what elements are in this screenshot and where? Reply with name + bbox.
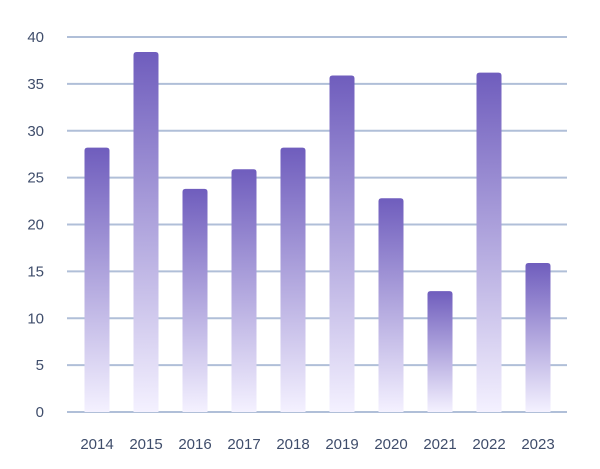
y-tick-label-5: 5: [36, 357, 44, 374]
x-tick-label-2017: 2017: [227, 436, 260, 453]
x-tick-label-2014: 2014: [80, 436, 113, 453]
bar-2015: [133, 52, 159, 412]
x-tick-label-2022: 2022: [472, 436, 505, 453]
bar-2023: [525, 262, 551, 412]
x-axis-tick-labels: 2014 2015 2016 2017 2018 2019 2020 2021 2022 2023: [80, 436, 554, 453]
x-tick-label-2019: 2019: [325, 436, 358, 453]
x-tick-label-2018: 2018: [276, 436, 309, 453]
bars: [84, 52, 551, 412]
y-tick-label-30: 30: [27, 123, 44, 140]
y-tick-label-0: 0: [36, 404, 44, 421]
y-tick-label-15: 15: [27, 263, 44, 280]
bar-2020: [378, 198, 404, 412]
x-tick-label-2020: 2020: [374, 436, 407, 453]
bar-2017: [231, 169, 257, 412]
x-tick-label-2023: 2023: [521, 436, 554, 453]
y-tick-label-35: 35: [27, 76, 44, 93]
y-tick-label-10: 10: [27, 310, 44, 327]
x-tick-label-2015: 2015: [129, 436, 162, 453]
x-tick-label-2021: 2021: [423, 436, 456, 453]
y-tick-label-40: 40: [27, 29, 44, 46]
y-tick-label-20: 20: [27, 217, 44, 234]
bar-2022: [476, 72, 502, 412]
bar-2016: [182, 188, 208, 412]
bar-2018: [280, 147, 306, 412]
bar-2014: [84, 147, 110, 412]
bar-2019: [329, 75, 355, 412]
y-axis-tick-labels: 0 5 10 15 20 25 30 35 40: [27, 29, 44, 421]
bar-2021: [427, 291, 453, 412]
y-tick-label-25: 25: [27, 170, 44, 187]
x-tick-label-2016: 2016: [178, 436, 211, 453]
